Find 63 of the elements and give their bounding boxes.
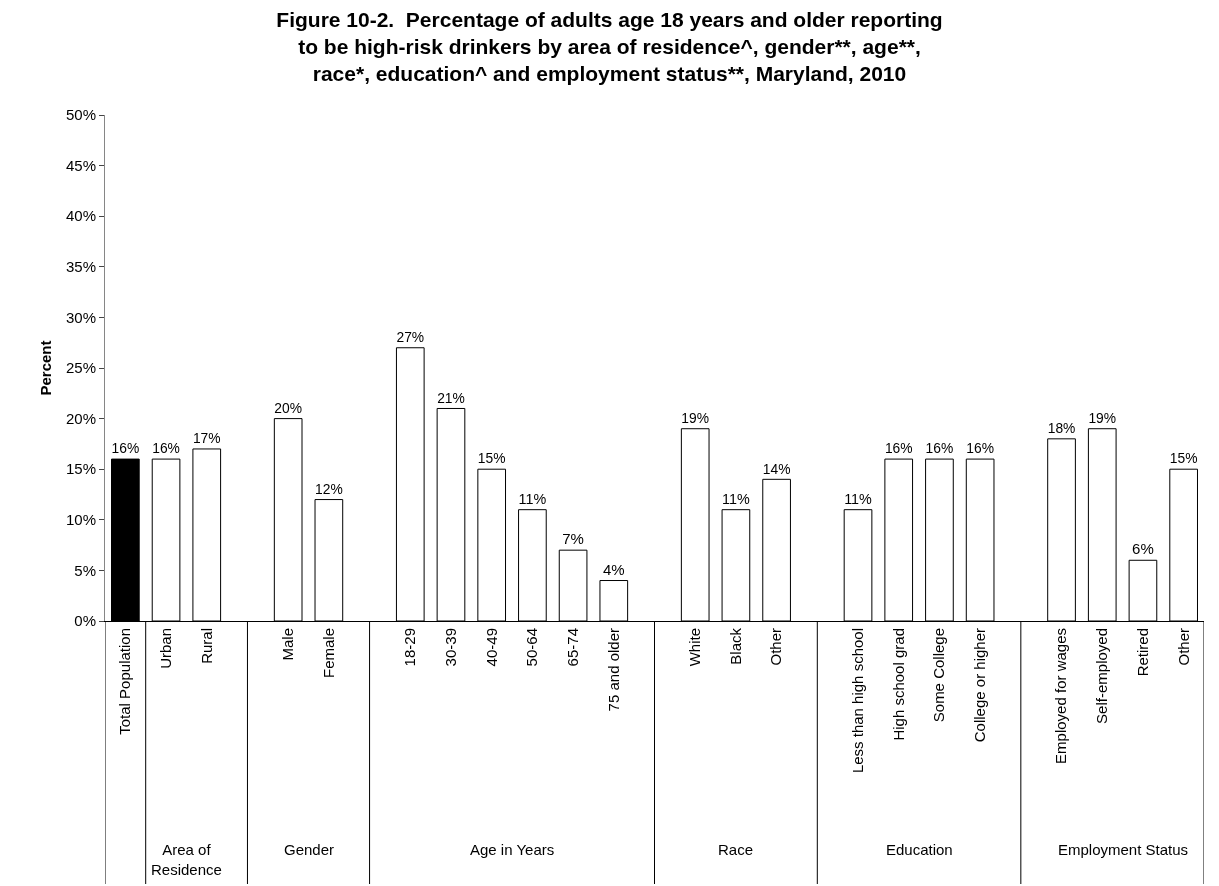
x-tick-label: White (686, 628, 704, 667)
x-tick-label: Retired (1133, 628, 1151, 677)
text: Area of Residence (151, 841, 222, 878)
data-label: 14% (762, 460, 791, 477)
data-label: 18% (1047, 420, 1076, 437)
data-label: 16% (111, 440, 140, 457)
y-tick-label: 30% (65, 308, 96, 326)
data-label: 6% (1132, 540, 1154, 558)
data-label: 7% (562, 530, 584, 548)
data-label: 11% (844, 490, 873, 507)
y-axis-title: Percent (37, 340, 55, 396)
x-tick-label: Female (319, 628, 337, 679)
x-tick-label: Rural (197, 628, 215, 664)
data-label: 16% (925, 440, 954, 457)
data-label: 27% (396, 328, 425, 345)
data-label: 11% (518, 490, 547, 507)
data-label: 21% (437, 389, 465, 406)
data-label: 16% (884, 440, 913, 457)
x-tick-label: College or higher (971, 628, 989, 743)
x-tick-label: Total Population (116, 628, 134, 735)
data-label: 19% (681, 409, 710, 426)
x-tick-label: Male (279, 628, 297, 661)
x-tick-label: Some College (930, 628, 948, 723)
y-tick-label: 45% (65, 156, 96, 174)
y-tick-label: 10% (65, 511, 96, 529)
x-tick-label: 18-29 (401, 628, 419, 667)
x-tick-label: High school grad (889, 628, 907, 741)
x-tick-label: Employed for wages (1052, 628, 1070, 764)
x-tick-label: Less than high school (848, 628, 866, 774)
data-label: 19% (1088, 409, 1117, 426)
data-label: 15% (1169, 450, 1198, 467)
x-tick-label: Other (1174, 628, 1192, 666)
x-tick-label: 40-49 (482, 628, 500, 667)
data-label: 15% (477, 450, 506, 467)
text: Education (886, 841, 953, 858)
data-label: 4% (602, 560, 625, 578)
x-tick-label: Other (767, 628, 785, 666)
x-tick-label: Black (726, 627, 744, 665)
data-label: 20% (274, 399, 302, 416)
text: Race (718, 841, 754, 858)
data-label: 17% (192, 430, 221, 447)
data-label: 11% (722, 490, 750, 507)
x-tick-label: Urban (156, 628, 174, 669)
x-tick-label: 30-39 (441, 628, 459, 667)
data-label: 16% (966, 440, 994, 457)
y-tick-label: 25% (65, 359, 96, 377)
y-tick-label: 40% (65, 207, 96, 225)
y-tick-label: 35% (65, 258, 96, 276)
y-tick-label: 50% (65, 106, 96, 124)
data-label: 12% (315, 480, 343, 497)
text: Gender (284, 841, 335, 858)
text: Age in Years (470, 841, 555, 858)
x-tick-label: 65-74 (563, 628, 581, 667)
x-tick-label: 50-64 (523, 628, 541, 667)
y-tick-label: 15% (65, 460, 96, 478)
text: Employment Status (1058, 841, 1189, 858)
y-tick-label: 5% (74, 561, 96, 579)
x-tick-label: 75 and older (604, 628, 622, 712)
y-tick-label: 20% (65, 409, 96, 427)
y-tick-label: 0% (74, 612, 96, 630)
chart-title: Figure 10-2. Percentage of adults age 18 years and older reporting to be high-risk drinkers by area of residence^, gender**, age**, race*, education^ and employment status**, Maryland, 2010 (276, 7, 943, 86)
x-tick-label: Self-employed (1093, 628, 1111, 724)
data-label: 16% (152, 440, 180, 457)
